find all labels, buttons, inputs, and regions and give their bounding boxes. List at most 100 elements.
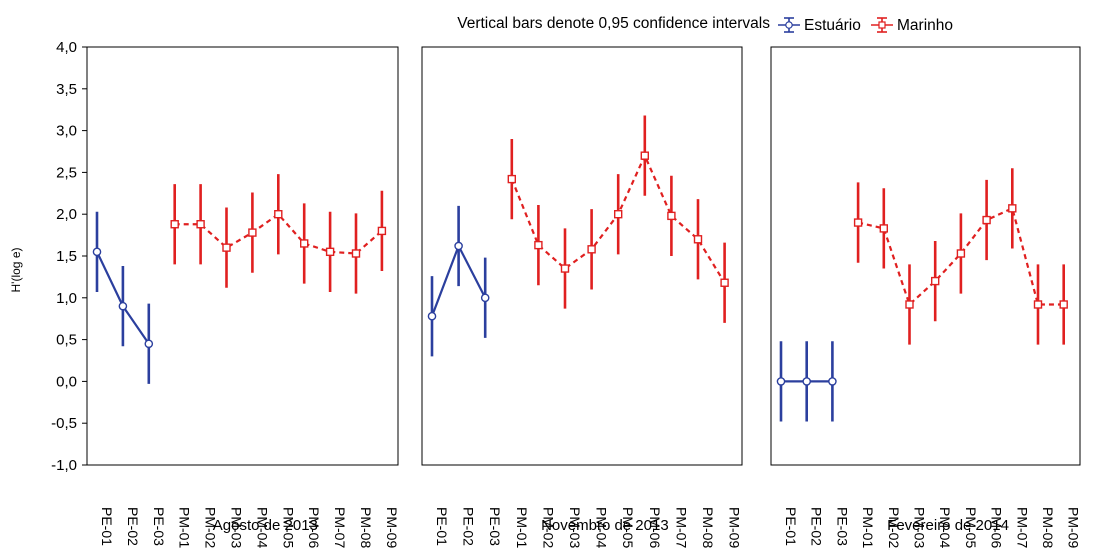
panel: PE-01 PE-02 PE-03 PM-01 PM-02 PM-03 PM-04 PM-05… (86, 46, 400, 548)
y-tick-label: 0,0 (56, 373, 77, 390)
x-tick-label: PM-09 (1066, 507, 1082, 548)
data-point (274, 209, 283, 219)
data-point (776, 377, 786, 386)
x-tick-label: PM-04 (594, 507, 610, 548)
ci-note: Vertical bars denote 0,95 confidence int… (457, 15, 770, 32)
data-point (377, 226, 387, 236)
x-tick-label: PM-08 (700, 507, 716, 548)
data-point (693, 235, 703, 244)
data-point (300, 239, 309, 248)
data-point (325, 247, 335, 257)
series-line (857, 206, 1064, 307)
panel-label: Fevereiro de 2014 (887, 517, 1009, 534)
legend-entry-marinho: Marinho (871, 17, 953, 34)
x-tick-label: PE-03 (151, 507, 167, 546)
x-tick-label: PM-04 (937, 507, 953, 548)
x-tick-label: PM-03 (229, 507, 245, 548)
data-point (1059, 300, 1068, 309)
x-tick-label: PM-09 (727, 507, 743, 548)
x-tick-label: PM-01 (860, 507, 876, 548)
series-estuario (92, 211, 154, 384)
y-tick-label: -1,0 (51, 457, 77, 474)
y-tick-label: 0,5 (56, 332, 77, 349)
y-tick-label: 4,0 (56, 39, 77, 56)
series-marinho (853, 168, 1068, 345)
data-point (802, 377, 812, 386)
y-tick-label: 1,5 (56, 248, 77, 265)
data-point (982, 215, 991, 225)
x-tick-label: PE-02 (809, 507, 825, 546)
data-point (534, 240, 543, 250)
panels: PE-01 PE-02 PE-03 PM-01 PM-02 PM-03 PM-04 PM-05… (86, 46, 1082, 548)
data-point (92, 247, 102, 257)
x-tick-label: PE-01 (99, 507, 115, 546)
y-tick-label: 3,5 (56, 81, 77, 98)
x-tick-label: PM-08 (358, 507, 374, 548)
panel-frame (770, 46, 1081, 466)
data-point (587, 245, 596, 254)
x-tick-label: PE-03 (834, 507, 850, 546)
legend-marinho-label: Marinho (897, 17, 953, 34)
x-tick-label: PM-02 (540, 507, 556, 548)
data-point (1033, 300, 1043, 309)
legend-estuario-swatch (778, 17, 800, 33)
series-marinho (170, 174, 387, 294)
data-point (905, 300, 914, 309)
y-axis: -1,0 -0,5 0,0 0,5 1,0 1,5 2,0 2,5 3,0 3,5 4,0 (51, 39, 87, 474)
legend-entry-estuario: Estuário (778, 17, 861, 34)
x-tick-label: PM-06 (989, 507, 1005, 548)
data-point (879, 224, 888, 233)
x-tick-label: PM-01 (177, 507, 193, 548)
x-tick-label: PM-07 (673, 507, 689, 548)
panel-frame (421, 46, 743, 466)
panel: PE-01 PE-02 PE-03 PM-01 PM-02 PM-03 PM-04 PM-05… (770, 46, 1082, 548)
x-tick-label: PM-02 (886, 507, 902, 548)
x-tick-label: PM-08 (1040, 507, 1056, 548)
series-estuario (427, 205, 490, 357)
data-point (931, 276, 940, 286)
panel-label: Agosto de 2013 (213, 517, 318, 534)
x-tick-label: PM-07 (1014, 507, 1030, 548)
data-point (614, 209, 623, 219)
legend-marinho-swatch (871, 17, 893, 33)
x-tick-label: PM-05 (963, 507, 979, 548)
x-tick-label: PE-01 (783, 507, 799, 546)
series-marinho (507, 115, 729, 323)
y-tick-label: 2,0 (56, 206, 77, 223)
data-point (640, 151, 649, 160)
data-point (720, 278, 729, 287)
data-point (427, 311, 437, 321)
data-point (196, 220, 205, 229)
panel-label: Novembro de 2013 (541, 517, 669, 534)
data-point (1008, 204, 1017, 213)
x-tick-label: PE-02 (461, 507, 477, 546)
x-tick-label: PM-03 (912, 507, 928, 548)
data-point (507, 174, 516, 184)
x-tick-label: PM-02 (203, 507, 219, 548)
panel: PE-01 PE-02 PE-03 PM-01 PM-02 PM-03 PM-04 PM-05… (421, 46, 743, 548)
data-point (248, 228, 257, 237)
legend: Vertical bars denote 0,95 confidence int… (457, 15, 953, 34)
x-tick-label: PE-03 (487, 507, 503, 546)
y-tick-label: 3,0 (56, 123, 77, 140)
data-point (667, 211, 676, 221)
data-point (222, 243, 231, 252)
y-axis-label: H'(log e) (9, 248, 23, 293)
data-point (170, 220, 179, 229)
x-tick-label: PM-05 (620, 507, 636, 548)
data-point (853, 218, 863, 227)
data-point (118, 301, 128, 311)
x-tick-label: PM-06 (306, 507, 322, 548)
y-tick-label: -0,5 (51, 415, 77, 432)
legend-estuario-label: Estuário (804, 17, 861, 34)
x-tick-label: PE-01 (434, 507, 450, 546)
data-point (351, 249, 361, 258)
x-tick-label: PE-02 (125, 507, 141, 546)
data-point (828, 377, 837, 386)
data-point (956, 249, 966, 258)
x-tick-label: PM-05 (280, 507, 296, 548)
data-point (454, 241, 463, 251)
y-tick-label: 1,0 (56, 290, 77, 307)
panel-frame (86, 46, 399, 466)
